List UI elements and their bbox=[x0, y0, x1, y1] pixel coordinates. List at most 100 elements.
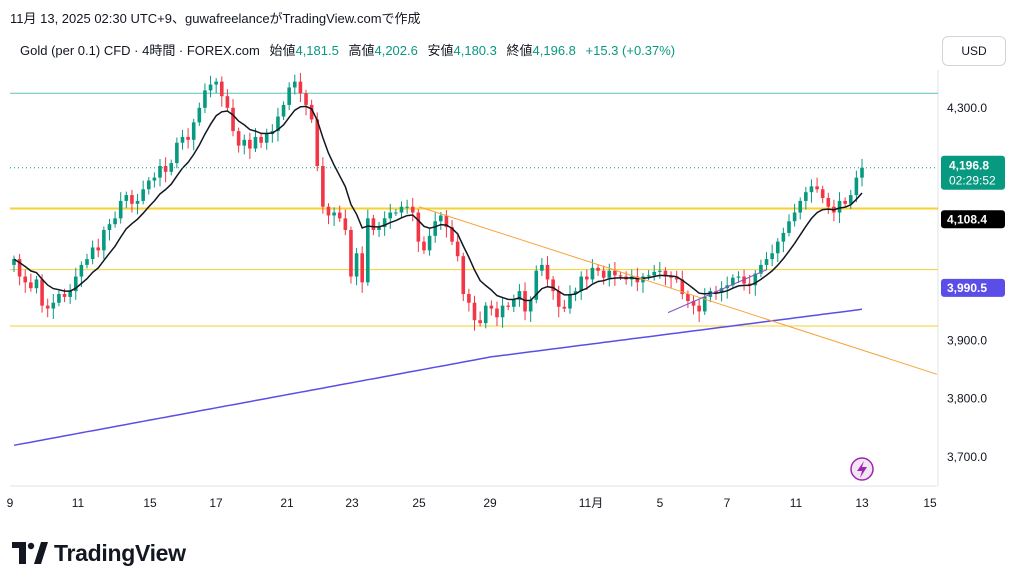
tradingview-logo[interactable]: TradingView bbox=[12, 538, 186, 568]
candle-body bbox=[349, 230, 353, 277]
y-tick-label: 3,900.0 bbox=[947, 334, 987, 348]
candle-body bbox=[169, 163, 174, 172]
high-value: 4,202.6 bbox=[374, 43, 418, 58]
candle bbox=[17, 253, 22, 286]
candle-body bbox=[804, 192, 808, 201]
candle bbox=[371, 214, 376, 236]
candle-body bbox=[837, 200, 842, 213]
candle bbox=[354, 248, 359, 286]
candle bbox=[467, 288, 471, 312]
candle bbox=[399, 201, 404, 218]
x-tick-label: 15 bbox=[143, 496, 157, 510]
candle bbox=[118, 192, 123, 224]
candle-body bbox=[242, 139, 247, 146]
candle-body bbox=[57, 294, 61, 303]
candle bbox=[343, 209, 348, 236]
candle bbox=[540, 257, 544, 276]
candle-body bbox=[719, 288, 724, 293]
candle-body bbox=[506, 305, 510, 307]
candle-body bbox=[416, 212, 421, 242]
candle-body bbox=[146, 180, 151, 190]
candle-body bbox=[747, 283, 752, 286]
candle bbox=[276, 107, 280, 142]
candle bbox=[820, 185, 825, 204]
candle bbox=[826, 192, 831, 214]
candle bbox=[702, 288, 707, 315]
candle-body bbox=[573, 291, 578, 294]
candle-body bbox=[360, 253, 364, 283]
candle-body bbox=[483, 305, 488, 324]
candle bbox=[444, 210, 449, 238]
candle bbox=[506, 302, 510, 311]
candle-body bbox=[820, 189, 825, 198]
candle bbox=[152, 172, 157, 188]
candle bbox=[175, 137, 179, 169]
candle bbox=[12, 255, 16, 272]
close-value: 4,196.8 bbox=[532, 43, 576, 58]
candle-body bbox=[309, 104, 314, 120]
candle-body bbox=[618, 275, 623, 277]
candle bbox=[259, 133, 263, 148]
candle bbox=[203, 83, 207, 114]
candle-body bbox=[590, 267, 595, 280]
candle-body bbox=[236, 131, 241, 146]
candle-body bbox=[377, 227, 381, 230]
candle-body bbox=[635, 276, 640, 283]
candle-body bbox=[51, 302, 56, 309]
candle-body bbox=[444, 215, 449, 228]
candle-body bbox=[326, 206, 331, 216]
alert-lightning-icon[interactable] bbox=[850, 457, 874, 481]
candle bbox=[410, 198, 415, 222]
candle bbox=[332, 207, 336, 226]
candle-body bbox=[118, 200, 123, 219]
open-label: 始値 bbox=[269, 43, 296, 58]
candle bbox=[770, 244, 774, 267]
candle bbox=[691, 295, 696, 315]
y-tick-label: 3,800.0 bbox=[947, 392, 987, 406]
candle bbox=[96, 238, 101, 258]
candle-body bbox=[135, 200, 140, 204]
candle-body bbox=[219, 81, 224, 97]
candle-body bbox=[540, 264, 544, 271]
candle bbox=[500, 296, 505, 328]
candle bbox=[731, 274, 735, 289]
candle bbox=[163, 157, 168, 183]
candle-body bbox=[826, 198, 831, 207]
candle-body bbox=[399, 206, 404, 213]
candle-body bbox=[517, 291, 522, 300]
candle-body bbox=[113, 218, 117, 225]
candle bbox=[517, 284, 522, 307]
candle bbox=[349, 226, 353, 284]
candle-body bbox=[102, 230, 106, 251]
candle-body bbox=[354, 253, 359, 277]
candle-body bbox=[787, 221, 791, 233]
candle bbox=[405, 199, 409, 214]
candle bbox=[304, 89, 308, 116]
candle bbox=[292, 74, 297, 95]
candle-body bbox=[674, 277, 679, 280]
candle-body bbox=[427, 235, 432, 251]
candle bbox=[596, 264, 600, 276]
candle-body bbox=[495, 308, 499, 318]
candle-body bbox=[759, 264, 763, 274]
candle bbox=[860, 159, 864, 187]
candle-body bbox=[613, 270, 617, 276]
candle-body bbox=[809, 186, 814, 193]
candle-body bbox=[315, 119, 320, 166]
candle-body bbox=[186, 136, 190, 140]
candle bbox=[236, 127, 241, 153]
candle-body bbox=[646, 275, 651, 277]
symbol-title[interactable]: Gold (per 0.1) CFD · 4時間 · FOREX.com bbox=[20, 43, 260, 58]
candle bbox=[759, 259, 763, 278]
candle-body bbox=[292, 81, 297, 88]
candle-body bbox=[585, 276, 589, 280]
countdown-timer: 02:29:52 bbox=[949, 174, 996, 188]
candle-body bbox=[770, 253, 774, 260]
candle bbox=[337, 205, 342, 222]
candle bbox=[253, 128, 258, 153]
candle bbox=[478, 311, 482, 327]
candle bbox=[804, 186, 808, 210]
currency-button[interactable]: USD bbox=[942, 36, 1006, 66]
candle-body bbox=[253, 136, 258, 149]
